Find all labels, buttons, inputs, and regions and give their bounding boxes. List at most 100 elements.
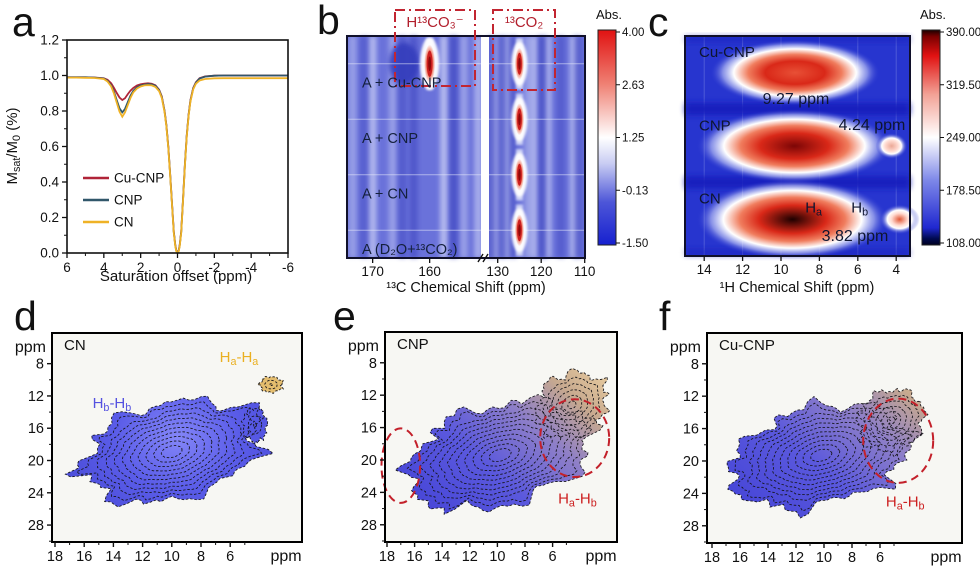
- colorbar-tick-label: 319.50: [946, 80, 980, 92]
- contour-ring: [795, 439, 849, 472]
- colorbar-tick-label: 390.00: [946, 27, 980, 39]
- main-peak-blob-CN: [696, 179, 889, 260]
- row-label: A + Cu-CNP: [362, 76, 441, 92]
- y-tick-label: 16: [683, 422, 699, 438]
- colorbar-tick-label: 178.50: [946, 185, 980, 197]
- panel-c-canvas: Cu-CNP CNP CN Ha​ Hb​ 9.27 ppm 4.24 ppm 3.82 pp…: [684, 7, 980, 296]
- colorbar-tick-label: -0.13: [622, 185, 648, 197]
- light-streak: [491, 36, 500, 258]
- contour-ring: [463, 433, 537, 476]
- contour-ring: [253, 422, 257, 428]
- x-axis-title: ¹H Chemical Shift (ppm): [720, 280, 875, 296]
- x-tick-label: 8: [816, 262, 824, 277]
- x-tick-label: 6: [549, 549, 557, 565]
- peak-inner: [428, 56, 432, 71]
- panel-d-canvas: Hb​-Hb​Ha​-Ha​CN181614121086ppm812162024…: [15, 332, 303, 565]
- y-tick-label: 8: [691, 357, 699, 373]
- x-tick-label: 12: [462, 549, 478, 565]
- y-tick-label: 16: [361, 421, 377, 437]
- y-tick-label: 24: [28, 486, 44, 502]
- secondary-peak-blob: [875, 133, 908, 159]
- x-tick-label: 6: [226, 549, 234, 565]
- legend-label: CNP: [114, 193, 143, 208]
- x-axis-title: Saturation offset (ppm): [100, 268, 252, 285]
- x-tick-label: 6: [876, 550, 884, 566]
- contour-ring: [555, 389, 589, 421]
- x-tick-label: 8: [848, 550, 856, 566]
- x-tick-label: 18: [379, 549, 395, 565]
- contour-ring: [268, 383, 273, 387]
- contour-ring: [113, 417, 228, 486]
- contour-ring: [488, 448, 512, 462]
- contour-ring: [96, 407, 245, 496]
- contour-ring: [153, 440, 190, 463]
- row-label: CN: [699, 191, 721, 208]
- y-tick-label: 0.4: [40, 175, 59, 190]
- cross-peak-label: Ha​-Hb​: [886, 493, 925, 512]
- y-tick-label: 12: [361, 388, 377, 404]
- x-tick-label: 8: [521, 549, 529, 565]
- peak-inner: [518, 113, 521, 126]
- panel-f-canvas: Ha​-Hb​Cu-CNP181614121086ppm81216202428p…: [670, 332, 963, 566]
- colorbar-title: Abs.: [920, 7, 946, 22]
- x-tick-label: 4: [100, 260, 108, 275]
- main-peak-blob-Cu-CNP: [710, 39, 881, 106]
- dark-streak: [409, 36, 418, 258]
- x-tick-label: 14: [434, 549, 450, 565]
- x-tick-label: 16: [407, 549, 423, 565]
- series-line-Cu-CNP: [67, 74, 288, 254]
- panel-d-tag: d: [14, 293, 37, 339]
- light-streak: [524, 36, 533, 258]
- x-tick-label: 4: [892, 262, 900, 277]
- light-streak: [368, 36, 377, 258]
- species-box-label: ¹³CO₂: [505, 14, 543, 31]
- dark-streak: [487, 36, 496, 258]
- x-tick-label: -2: [208, 260, 220, 275]
- x-tick-label: 130: [486, 264, 509, 279]
- peak-inner: [518, 168, 521, 181]
- legend-label: Cu-CNP: [114, 171, 164, 186]
- x-tick-label: 110: [574, 264, 596, 279]
- x-tick-label: 6: [854, 262, 862, 277]
- x-tick-label: 10: [816, 550, 832, 566]
- contour-ring: [64, 395, 274, 508]
- contour-ring: [881, 411, 902, 430]
- y-tick-label: 1.2: [40, 33, 59, 48]
- plot-frame: [706, 332, 963, 544]
- plot-frame: [684, 35, 911, 257]
- contour-ring: [447, 423, 553, 486]
- contour-ring: [438, 418, 562, 491]
- contour-ring: [480, 443, 520, 467]
- highlight-ellipse: [862, 397, 935, 484]
- y-tick-label: 0.0: [40, 246, 59, 261]
- contour-ring: [264, 379, 278, 390]
- light-streak: [474, 36, 483, 258]
- highlight-ellipse: [380, 427, 422, 504]
- y-axis-title: Msat​/M0​ (%): [4, 107, 23, 184]
- y-tick-label: 8: [36, 357, 44, 373]
- y-tick-label: 0.2: [40, 210, 59, 225]
- y-tick-label: 20: [28, 454, 44, 470]
- main-peak-blob-CNP: [696, 109, 893, 183]
- x-tick-label: 18: [47, 549, 63, 565]
- series-line-CN: [67, 76, 288, 255]
- row-label: CNP: [699, 117, 731, 134]
- light-streak: [388, 36, 397, 258]
- x-tick-label: 16: [732, 550, 748, 566]
- light-streak: [459, 36, 468, 258]
- contour-ring: [122, 422, 220, 481]
- contour-ring: [854, 387, 929, 458]
- y-tick-label: 28: [28, 518, 44, 534]
- y-tick-label: 24: [361, 485, 377, 501]
- plot-frame: [384, 331, 618, 543]
- contour-ring: [802, 444, 841, 467]
- series-line-CNP: [67, 74, 288, 255]
- y-tick-label: 28: [683, 519, 699, 535]
- x-tick-label: 8: [197, 549, 205, 565]
- x-tick-label: -6: [282, 260, 294, 275]
- contour-ring: [129, 426, 213, 476]
- site-label: Ha​: [805, 200, 822, 219]
- panel-a-tag: a: [12, 0, 35, 45]
- light-streak: [543, 36, 552, 258]
- contour-ring: [875, 405, 908, 436]
